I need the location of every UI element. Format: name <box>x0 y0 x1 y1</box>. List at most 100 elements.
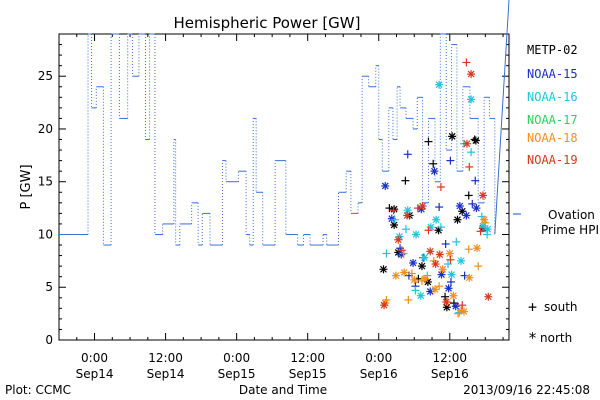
north-point <box>467 95 476 104</box>
north-point <box>435 80 444 89</box>
north-point-d2 <box>467 95 475 103</box>
north-point-d2 <box>460 308 468 315</box>
north-point <box>438 265 447 274</box>
x-axis-label: Date and Time <box>239 383 327 397</box>
x-tick-time: 12:00 <box>148 351 183 365</box>
x-axis-ticks: 0:00 Sep14 12:00 Sep14 0:00 Sep15 12:00 Sep15 0:… <box>58 34 504 381</box>
legend-noaa-15: NOAA-15 <box>527 67 578 81</box>
y-tick-label: 25 <box>38 69 53 83</box>
north-point-d2 <box>484 293 492 301</box>
south-point <box>467 148 476 157</box>
ovation-series <box>59 0 510 246</box>
north-point <box>430 167 439 176</box>
south-point <box>436 223 445 232</box>
north-point-d2 <box>436 251 444 258</box>
north-point-d2 <box>467 70 475 78</box>
north-point-d2 <box>479 192 487 199</box>
x-tick-date: Sep16 <box>431 367 469 381</box>
north-point-d2 <box>404 206 412 214</box>
legend-noaa-19: NOAA-19 <box>527 153 578 167</box>
north-point-d2 <box>462 212 470 219</box>
x-tick-time: 0:00 <box>81 351 108 365</box>
symbol-legend: + south * north <box>528 298 578 347</box>
north-point-d2 <box>424 278 432 286</box>
legend-noaa-18: NOAA-18 <box>527 131 578 145</box>
north-point-d2 <box>380 265 387 273</box>
north-point-d2 <box>421 275 429 283</box>
north-point <box>437 270 446 279</box>
legend-noaa-16: NOAA-16 <box>527 90 578 104</box>
south-point <box>441 292 450 301</box>
north-point <box>457 256 466 265</box>
south-point <box>397 246 406 255</box>
north-point <box>381 181 390 190</box>
south-point <box>441 239 450 248</box>
south-point <box>435 203 444 212</box>
north-point-d2 <box>480 216 488 224</box>
south-label: south <box>544 300 578 314</box>
north-point-d2 <box>445 284 453 292</box>
ovation-step <box>494 0 510 235</box>
south-point <box>382 249 391 258</box>
north-point <box>409 258 418 267</box>
south-point <box>468 199 477 208</box>
north-point <box>400 268 409 277</box>
north-point-d2 <box>435 81 443 89</box>
plot-credit: Plot: CCMC <box>5 383 71 397</box>
north-point <box>412 230 421 239</box>
x-tick-time: 12:00 <box>290 351 325 365</box>
x-tick-date: Sep16 <box>360 367 398 381</box>
north-point <box>431 260 440 269</box>
ovation-label: Ovation Prime HPI <box>513 208 599 237</box>
south-point <box>407 269 416 278</box>
north-point <box>442 298 451 307</box>
south-point <box>458 301 467 310</box>
y-tick-label: 0 <box>45 333 53 347</box>
legend-noaa-17: NOAA-17 <box>527 113 578 127</box>
south-point <box>446 277 455 286</box>
south-point <box>464 191 473 200</box>
south-point <box>385 204 394 213</box>
south-point <box>435 282 444 291</box>
legend-metp-02: METP-02 <box>527 43 578 57</box>
x-tick-date: Sep15 <box>289 367 327 381</box>
north-point <box>455 201 464 210</box>
north-point-d2 <box>392 272 400 280</box>
south-point <box>389 206 398 215</box>
y-tick-label: 20 <box>38 122 53 136</box>
south-point <box>444 260 453 269</box>
chart-title: Hemispheric Power [GW] <box>174 14 361 32</box>
south-point <box>454 309 463 318</box>
ovation-label-line1: Ovation <box>548 208 595 222</box>
north-point-d2 <box>448 132 456 140</box>
north-point <box>444 284 453 293</box>
north-point <box>473 244 482 253</box>
y-axis-label: P [GW] <box>19 164 34 209</box>
north-point <box>462 139 471 148</box>
south-point <box>404 295 413 304</box>
south-point <box>446 156 455 165</box>
north-point <box>451 302 460 311</box>
north-point-d2 <box>442 298 450 306</box>
north-point <box>410 275 419 284</box>
north-point-d2 <box>463 140 471 148</box>
south-point <box>476 227 485 236</box>
north-point-d2 <box>390 221 398 229</box>
north-label: north <box>540 331 572 345</box>
north-point-d2 <box>465 274 473 282</box>
north-point-d2 <box>452 302 460 310</box>
south-point <box>403 150 412 159</box>
north-point <box>471 136 480 145</box>
x-tick-time: 0:00 <box>365 351 392 365</box>
south-point <box>424 226 433 235</box>
south-point <box>390 215 399 224</box>
north-point <box>403 211 412 220</box>
north-point <box>416 291 425 300</box>
north-point-d2 <box>381 182 389 190</box>
north-point <box>420 274 429 283</box>
x-tick-date: Sep14 <box>147 367 185 381</box>
north-point <box>418 201 427 210</box>
north-point <box>472 204 481 213</box>
south-point <box>474 262 483 271</box>
